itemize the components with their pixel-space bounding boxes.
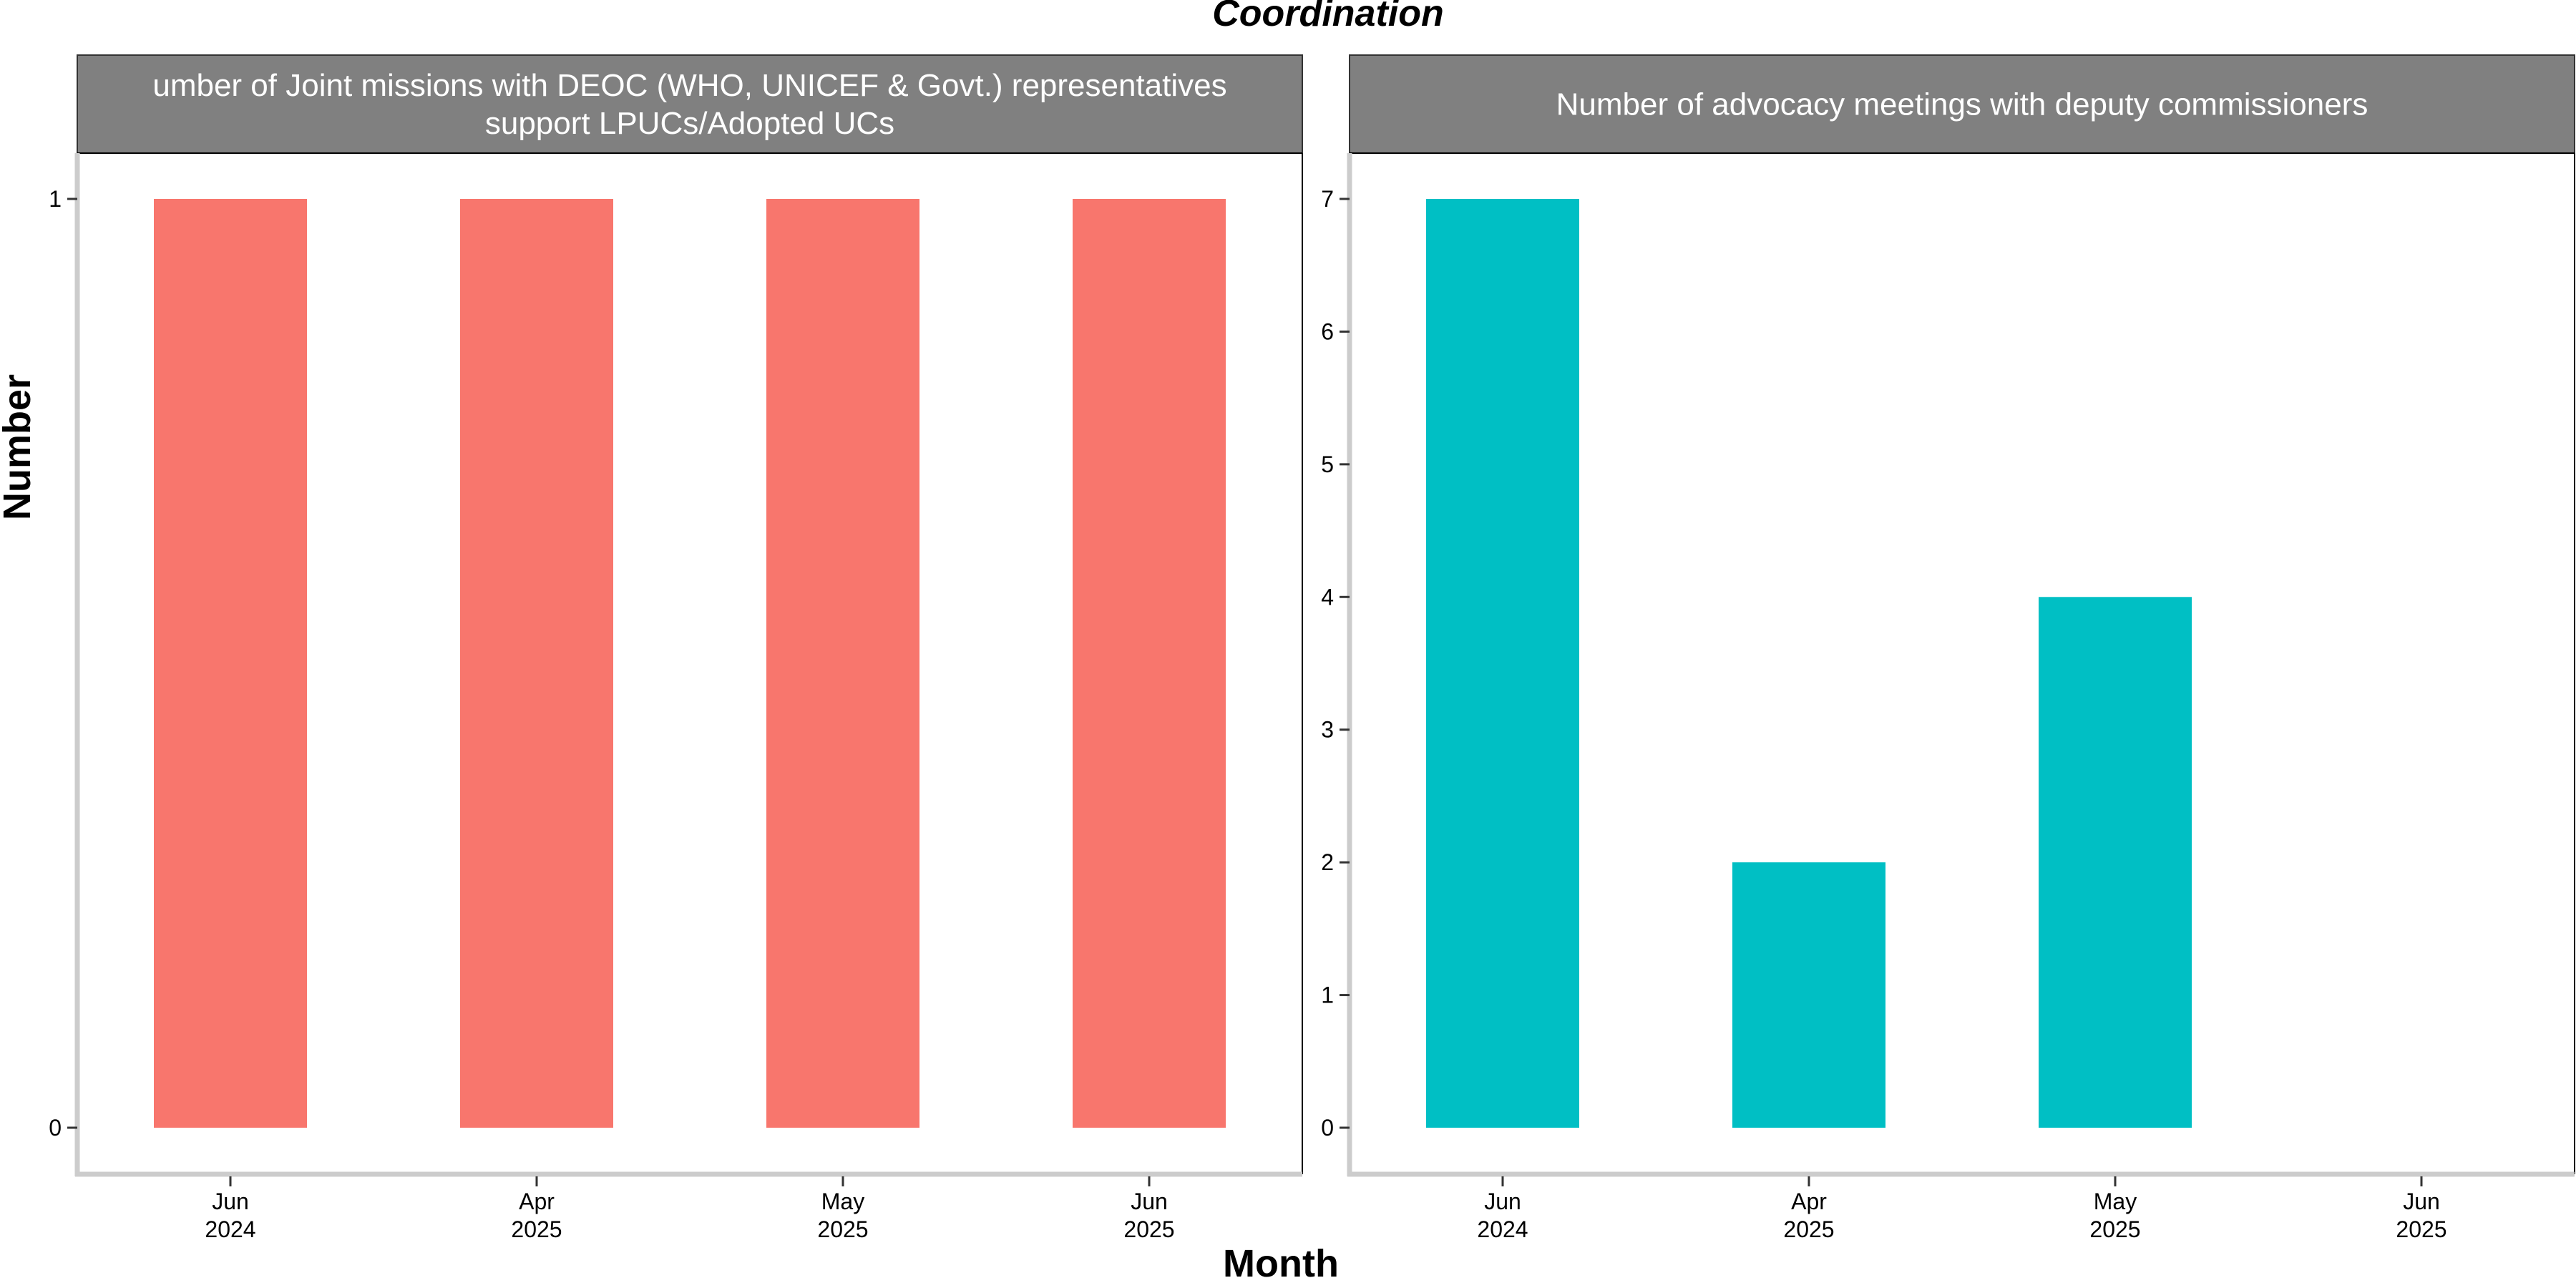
panel-2-y-tick-label-5: 5 (1321, 452, 1334, 477)
panels: umber of Joint missions with DEOC (WHO, … (49, 54, 2575, 1242)
panel-1-bar-1 (154, 199, 307, 1128)
panel-2-x-tick-label-year-2: 2025 (1783, 1216, 1834, 1242)
panel-2-bar-1 (1426, 199, 1579, 1128)
panel-1-x-tick-label-month-2: Apr (519, 1189, 555, 1214)
panel-2-strip (1349, 54, 2575, 154)
panel-1-strip (77, 54, 1303, 154)
panel-1-x-tick-label-year-4: 2025 (1123, 1216, 1174, 1242)
panel-2-x-tick-label-year-4: 2025 (2396, 1216, 2446, 1242)
panel-2-y-tick-label-3: 3 (1321, 717, 1334, 743)
x-axis-title: Month (1223, 1242, 1339, 1285)
panel-2-y-tick-label-1: 1 (1321, 982, 1334, 1008)
panel-1-x-tick-label-month-1: Jun (212, 1189, 249, 1214)
panel-2-y-tick-label-4: 4 (1321, 584, 1334, 610)
panel-1-x-tick-label-year-2: 2025 (511, 1216, 562, 1242)
panel-2-y-tick-label-0: 0 (1321, 1115, 1334, 1141)
panel-2-bar-2 (1732, 862, 1885, 1128)
panel-1-strip-label-line-1: umber of Joint missions with DEOC (WHO, … (152, 68, 1226, 103)
panel-2-y-tick-label-7: 7 (1321, 186, 1334, 212)
panel-1-y-tick-label-1: 1 (49, 186, 62, 212)
panel-2: Number of advocacy meetings with deputy … (1321, 54, 2575, 1242)
panel-2-bar-3 (2039, 597, 2192, 1128)
panel-1-strip-label-line-2: support LPUCs/Adopted UCs (485, 106, 894, 141)
panel-2-x-tick-label-year-1: 2024 (1477, 1216, 1528, 1242)
y-axis-title: Number (0, 374, 39, 520)
panel-2-x-tick-label-month-3: May (2094, 1189, 2137, 1214)
panel-2-x-tick-label-month-2: Apr (1791, 1189, 1827, 1214)
panel-1-x-tick-label-month-3: May (821, 1189, 864, 1214)
panel-1: umber of Joint missions with DEOC (WHO, … (49, 54, 1303, 1242)
panel-2-y-tick-label-6: 6 (1321, 318, 1334, 344)
panel-1-bar-4 (1073, 199, 1226, 1128)
panel-2-x-tick-label-month-1: Jun (1484, 1189, 1521, 1214)
panel-1-x-tick-label-month-4: Jun (1131, 1189, 1168, 1214)
panel-1-x-tick-label-year-1: 2024 (205, 1216, 255, 1242)
panel-1-y-tick-label-0: 0 (49, 1115, 62, 1141)
panel-2-strip-label-line-1: Number of advocacy meetings with deputy … (1556, 87, 2368, 122)
panel-1-bar-3 (766, 199, 919, 1128)
panel-1-bar-2 (460, 199, 613, 1128)
panel-2-y-tick-label-2: 2 (1321, 849, 1334, 875)
chart-title: Coordination (1212, 0, 1444, 34)
panel-2-x-tick-label-year-3: 2025 (2089, 1216, 2140, 1242)
panel-2-x-tick-label-month-4: Jun (2403, 1189, 2440, 1214)
panel-1-x-tick-label-year-3: 2025 (817, 1216, 868, 1242)
